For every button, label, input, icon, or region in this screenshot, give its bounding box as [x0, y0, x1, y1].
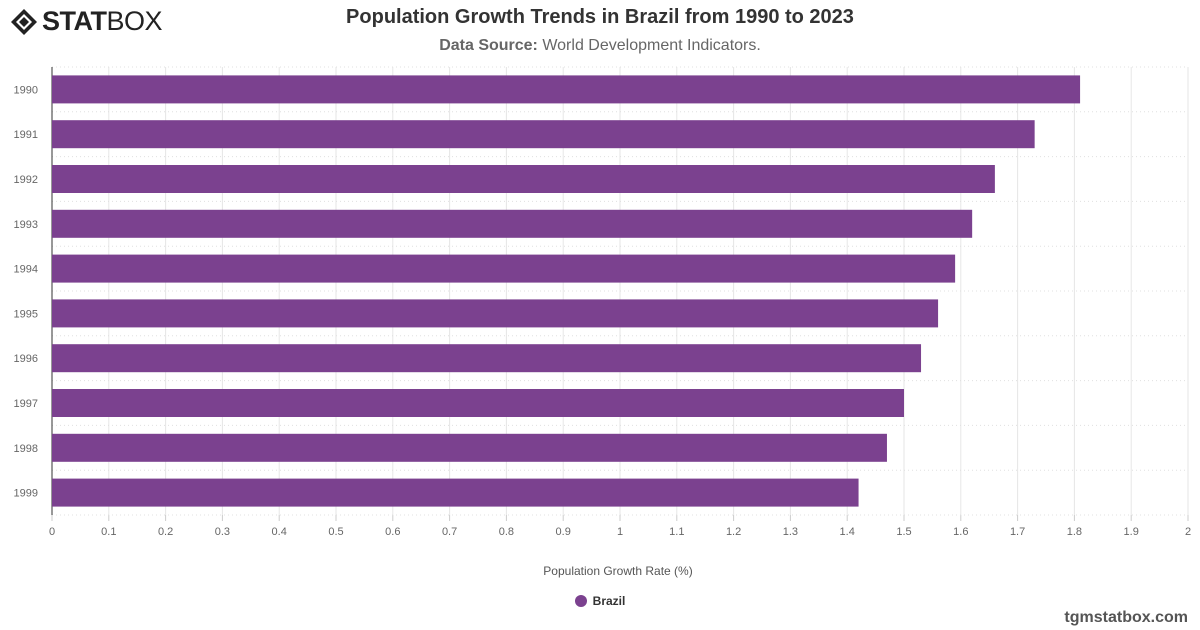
bar-1991 — [52, 120, 1035, 149]
bar-1996 — [52, 344, 922, 373]
y-tick-label: 1997 — [14, 398, 38, 410]
x-tick-label: 1.3 — [783, 526, 798, 538]
y-tick-label: 1993 — [14, 219, 38, 231]
y-tick-label: 1996 — [14, 353, 38, 365]
bar-1995 — [52, 299, 939, 328]
x-tick-label: 1 — [617, 526, 623, 538]
diamond-logo-icon — [11, 8, 37, 35]
y-tick-label: 1990 — [14, 84, 38, 96]
x-tick-label: 0.5 — [328, 526, 343, 538]
x-tick-label: 0.3 — [215, 526, 230, 538]
x-tick-label: 0.4 — [272, 526, 287, 538]
bar-1997 — [52, 389, 904, 417]
chart-title: Population Growth Trends in Brazil from … — [346, 6, 854, 28]
bar-1993 — [52, 209, 973, 238]
x-tick-label: 1.1 — [669, 526, 684, 538]
x-axis-label: Population Growth Rate (%) — [543, 564, 692, 578]
y-tick-label: 1991 — [14, 129, 38, 141]
legend[interactable]: Brazil — [0, 594, 1200, 608]
x-tick-label: 1.8 — [1067, 526, 1082, 538]
x-tick-label: 1.4 — [840, 526, 855, 538]
x-tick-label: 1.2 — [726, 526, 741, 538]
x-tick-label: 1.9 — [1124, 526, 1139, 538]
logo-text: STATBOX — [42, 6, 163, 36]
y-tick-label: 1992 — [14, 174, 38, 186]
legend-marker-icon — [574, 595, 587, 607]
y-tick-label: 1994 — [14, 264, 38, 276]
x-tick-label: 0.8 — [499, 526, 514, 538]
x-tick-label: 1.5 — [896, 526, 911, 538]
x-tick-label: 0.7 — [442, 526, 457, 538]
bar-1994 — [52, 254, 956, 283]
bar-1998 — [52, 433, 887, 462]
bar-1990 — [52, 75, 1081, 104]
y-tick-label: 1999 — [14, 488, 38, 500]
bar-1992 — [52, 165, 995, 193]
x-tick-label: 0 — [49, 526, 55, 538]
x-tick-label: 0.1 — [101, 526, 116, 538]
legend-label: Brazil — [592, 594, 626, 608]
chart-subtitle: Data Source: World Development Indicator… — [439, 37, 761, 54]
x-tick-label: 0.2 — [158, 526, 173, 538]
x-tick-label: 1.7 — [1010, 526, 1025, 538]
x-tick-label: 0.6 — [385, 526, 400, 538]
bar-1999 — [52, 478, 859, 507]
site-credit: tgmstatbox.com — [1064, 609, 1188, 626]
x-tick-label: 1.6 — [953, 526, 968, 538]
x-tick-label: 2 — [1185, 526, 1191, 538]
y-tick-label: 1998 — [14, 443, 38, 455]
x-tick-label: 0.9 — [556, 526, 571, 538]
statbox-logo: STATBOX — [10, 6, 163, 37]
y-tick-label: 1995 — [14, 308, 38, 320]
